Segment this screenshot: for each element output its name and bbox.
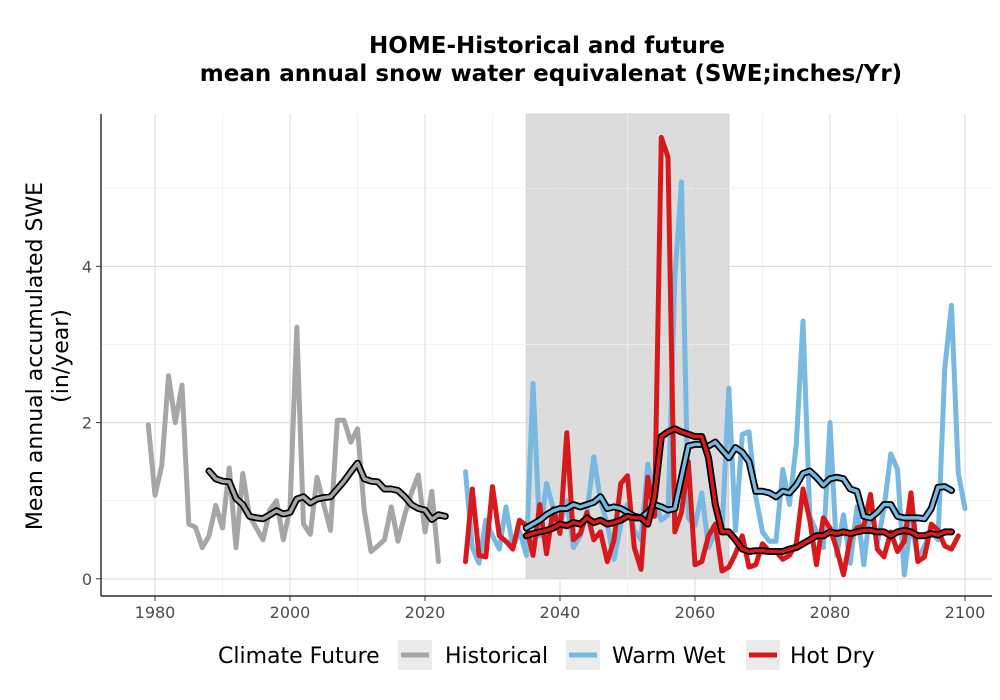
- x-tick-label: 2100: [945, 603, 986, 622]
- y-tick-label: 2: [82, 414, 92, 433]
- legend-label-historical: Historical: [445, 644, 548, 669]
- axes: [100, 114, 992, 597]
- x-tick-label: 2060: [675, 603, 716, 622]
- tick-labels: 1980 2000 2020 2040 2060 2080 2100 0 2 4: [82, 257, 986, 622]
- x-tick-label: 2080: [810, 603, 851, 622]
- legend-title: Climate Future: [218, 644, 380, 669]
- x-tick-label: 2000: [270, 603, 311, 622]
- x-tick-label: 2040: [540, 603, 581, 622]
- x-tick-label: 2020: [405, 603, 446, 622]
- data-series: [145, 134, 968, 578]
- x-tick-label: 1980: [135, 603, 176, 622]
- trend-line-hot-dry: [524, 427, 954, 554]
- trend-line-warm-wet: [524, 440, 954, 530]
- series-line-hot-dry: [463, 134, 961, 578]
- chart-title-line2: mean annual snow water equivalenat (SWE;…: [200, 61, 902, 87]
- trend-line-historical: [207, 461, 448, 522]
- y-tick-label: 0: [82, 570, 92, 589]
- legend-label-hot-dry: Hot Dry: [790, 644, 875, 669]
- y-tick-label: 4: [82, 257, 92, 276]
- series-line-historical: [145, 324, 441, 565]
- legend-label-warm-wet: Warm Wet: [612, 644, 726, 669]
- legend: Climate Future Historical Warm Wet Hot D…: [218, 640, 875, 670]
- chart-title-line1: HOME-Historical and future: [369, 33, 725, 59]
- y-axis-title-line1: Mean annual accumulated SWE: [23, 182, 48, 530]
- y-axis-title-line2: (in/year): [49, 309, 74, 403]
